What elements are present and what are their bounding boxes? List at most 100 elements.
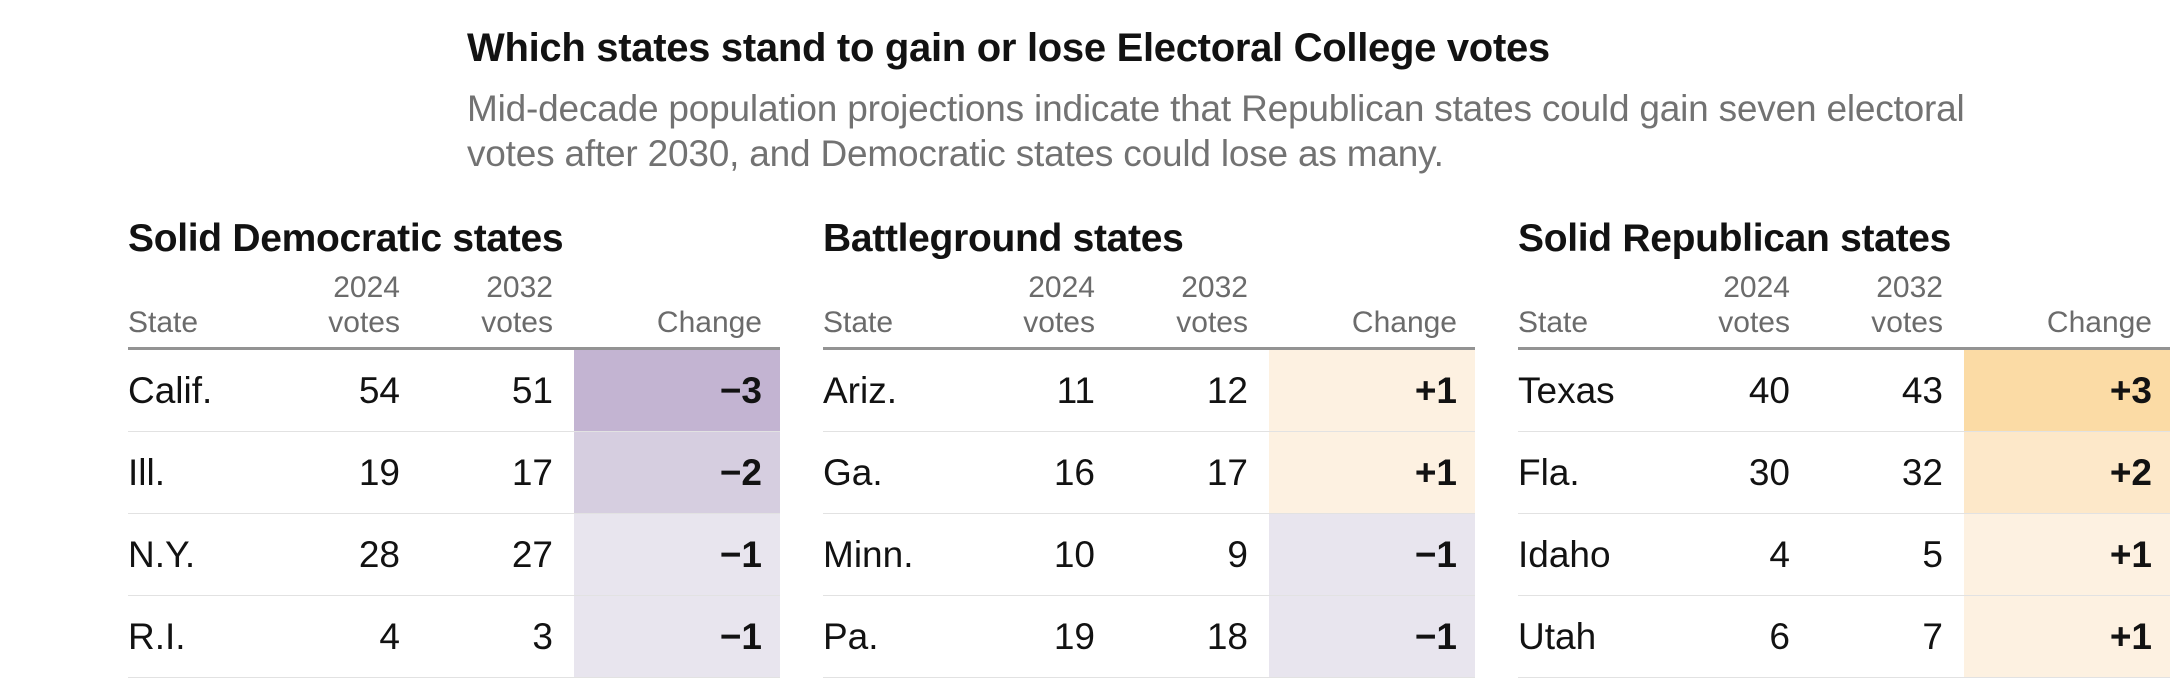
change-cell: +1 xyxy=(1964,514,2170,595)
table-row: Utah 6 7 +1 xyxy=(1518,596,2170,678)
column-header-2024-year: 2024 xyxy=(1028,271,1095,304)
votes-2024-cell: 4 xyxy=(379,615,400,657)
column-header-2032-year: 2032 xyxy=(1181,271,1248,304)
column-header-2032-votes: 2032 votes xyxy=(400,270,553,340)
state-cell: Idaho xyxy=(1518,533,1611,575)
column-header-state: State xyxy=(823,306,894,339)
table-header-row: State 2024 votes 2032 votes Change xyxy=(128,270,780,347)
section-title: Solid Republican states xyxy=(1518,217,1952,260)
table-header-row: State 2024 votes 2032 votes Change xyxy=(823,270,1475,347)
chart-title: Which states stand to gain or lose Elect… xyxy=(467,26,1550,70)
column-header-2032-year: 2032 xyxy=(486,271,553,304)
votes-2032-cell: 3 xyxy=(532,615,553,657)
column-header-2024-year: 2024 xyxy=(333,271,400,304)
chart-subtitle: Mid-decade population projections indica… xyxy=(467,86,2184,176)
chart-header: Which states stand to gain or lose Elect… xyxy=(0,0,2184,176)
column-header-2032-votes-label: votes xyxy=(1871,306,1943,339)
votes-2024-cell: 10 xyxy=(1053,533,1095,575)
column-header-change: Change xyxy=(656,306,762,339)
state-cell: Texas xyxy=(1518,369,1615,411)
state-cell: Fla. xyxy=(1518,451,1580,493)
column-header-2024-votes-label: votes xyxy=(328,306,400,339)
table-row: R.I. 4 3 −1 xyxy=(128,596,780,678)
table-row: Idaho 4 5 +1 xyxy=(1518,514,2170,596)
change-cell: +1 xyxy=(1964,596,2170,677)
state-cell: Ga. xyxy=(823,451,883,493)
votes-2024-cell: 30 xyxy=(1748,451,1790,493)
votes-2032-cell: 18 xyxy=(1206,615,1248,657)
table-body: Calif. 54 51 −3 Ill. 19 17 −2 N.Y. 28 27 −1 R.I. 4 3 −1 xyxy=(128,347,780,678)
votes-2032-cell: 17 xyxy=(1206,451,1248,493)
column-header-2032-votes: 2032 votes xyxy=(1095,270,1248,340)
column-header-2032-votes-label: votes xyxy=(1176,306,1248,339)
change-cell: −2 xyxy=(574,432,780,513)
state-cell: N.Y. xyxy=(128,533,196,575)
votes-2032-cell: 5 xyxy=(1922,533,1943,575)
column-header-state: State xyxy=(1518,306,1589,339)
votes-2032-cell: 43 xyxy=(1901,369,1943,411)
column-header-state: State xyxy=(128,306,199,339)
change-cell: +2 xyxy=(1964,432,2170,513)
state-cell: Utah xyxy=(1518,615,1597,657)
table-row: Ill. 19 17 −2 xyxy=(128,432,780,514)
change-cell: −1 xyxy=(1269,514,1475,595)
table-row: Minn. 10 9 −1 xyxy=(823,514,1475,596)
votes-2032-cell: 27 xyxy=(511,533,553,575)
votes-2024-cell: 6 xyxy=(1769,615,1790,657)
votes-2032-cell: 32 xyxy=(1901,451,1943,493)
table-row: Fla. 30 32 +2 xyxy=(1518,432,2170,514)
column-header-change: Change xyxy=(2046,306,2152,339)
table-battleground-states: Battleground states State 2024 votes 2032 vot… xyxy=(823,216,1475,678)
column-header-2024-votes-label: votes xyxy=(1023,306,1095,339)
votes-2032-cell: 9 xyxy=(1227,533,1248,575)
table-row: Ariz. 11 12 +1 xyxy=(823,350,1475,432)
column-header-2032-year: 2032 xyxy=(1876,271,1943,304)
column-header-2032-votes-label: votes xyxy=(481,306,553,339)
table-solid-republican-states: Solid Republican states State 2024 votes 203… xyxy=(1518,216,2170,678)
chart-subtitle-line-2: votes after 2030, and Democratic states … xyxy=(467,133,1444,174)
votes-2032-cell: 12 xyxy=(1206,369,1248,411)
tables-row: Solid Democratic states State 2024 votes 203… xyxy=(0,216,2184,678)
table-row: Calif. 54 51 −3 xyxy=(128,350,780,432)
table-solid-democratic-states: Solid Democratic states State 2024 votes 203… xyxy=(128,216,780,678)
table-header-row: State 2024 votes 2032 votes Change xyxy=(1518,270,2170,347)
column-header-2024-votes-label: votes xyxy=(1718,306,1790,339)
votes-2024-cell: 4 xyxy=(1769,533,1790,575)
column-header-2024-votes: 2024 votes xyxy=(308,270,400,340)
state-cell: Calif. xyxy=(128,369,213,411)
state-cell: Ill. xyxy=(128,451,165,493)
column-header-2024-votes: 2024 votes xyxy=(1698,270,1790,340)
votes-2032-cell: 7 xyxy=(1922,615,1943,657)
column-header-2024-year: 2024 xyxy=(1723,271,1790,304)
votes-2024-cell: 40 xyxy=(1748,369,1790,411)
change-cell: −3 xyxy=(574,350,780,431)
change-cell: −1 xyxy=(574,514,780,595)
votes-2024-cell: 19 xyxy=(1053,615,1095,657)
votes-2024-cell: 16 xyxy=(1053,451,1095,493)
section-title: Battleground states xyxy=(823,217,1184,260)
votes-2032-cell: 17 xyxy=(511,451,553,493)
state-cell: Ariz. xyxy=(823,369,897,411)
state-cell: Pa. xyxy=(823,615,879,657)
change-cell: +1 xyxy=(1269,350,1475,431)
votes-2032-cell: 51 xyxy=(511,369,553,411)
change-cell: −1 xyxy=(574,596,780,677)
change-cell: +1 xyxy=(1269,432,1475,513)
state-cell: R.I. xyxy=(128,615,186,657)
change-cell: +3 xyxy=(1964,350,2170,431)
table-row: Pa. 19 18 −1 xyxy=(823,596,1475,678)
table-row: N.Y. 28 27 −1 xyxy=(128,514,780,596)
votes-2024-cell: 11 xyxy=(1056,369,1095,411)
votes-2024-cell: 54 xyxy=(358,369,400,411)
chart-subtitle-line-1: Mid-decade population projections indica… xyxy=(467,88,1965,129)
votes-2024-cell: 19 xyxy=(358,451,400,493)
votes-2024-cell: 28 xyxy=(358,533,400,575)
state-cell: Minn. xyxy=(823,533,914,575)
column-header-2024-votes: 2024 votes xyxy=(1003,270,1095,340)
section-title: Solid Democratic states xyxy=(128,217,564,260)
table-body: Texas 40 43 +3 Fla. 30 32 +2 Idaho 4 5 +1 Utah 6 7 +1 xyxy=(1518,347,2170,678)
column-header-2032-votes: 2032 votes xyxy=(1790,270,1943,340)
table-row: Ga. 16 17 +1 xyxy=(823,432,1475,514)
column-header-change: Change xyxy=(1351,306,1457,339)
